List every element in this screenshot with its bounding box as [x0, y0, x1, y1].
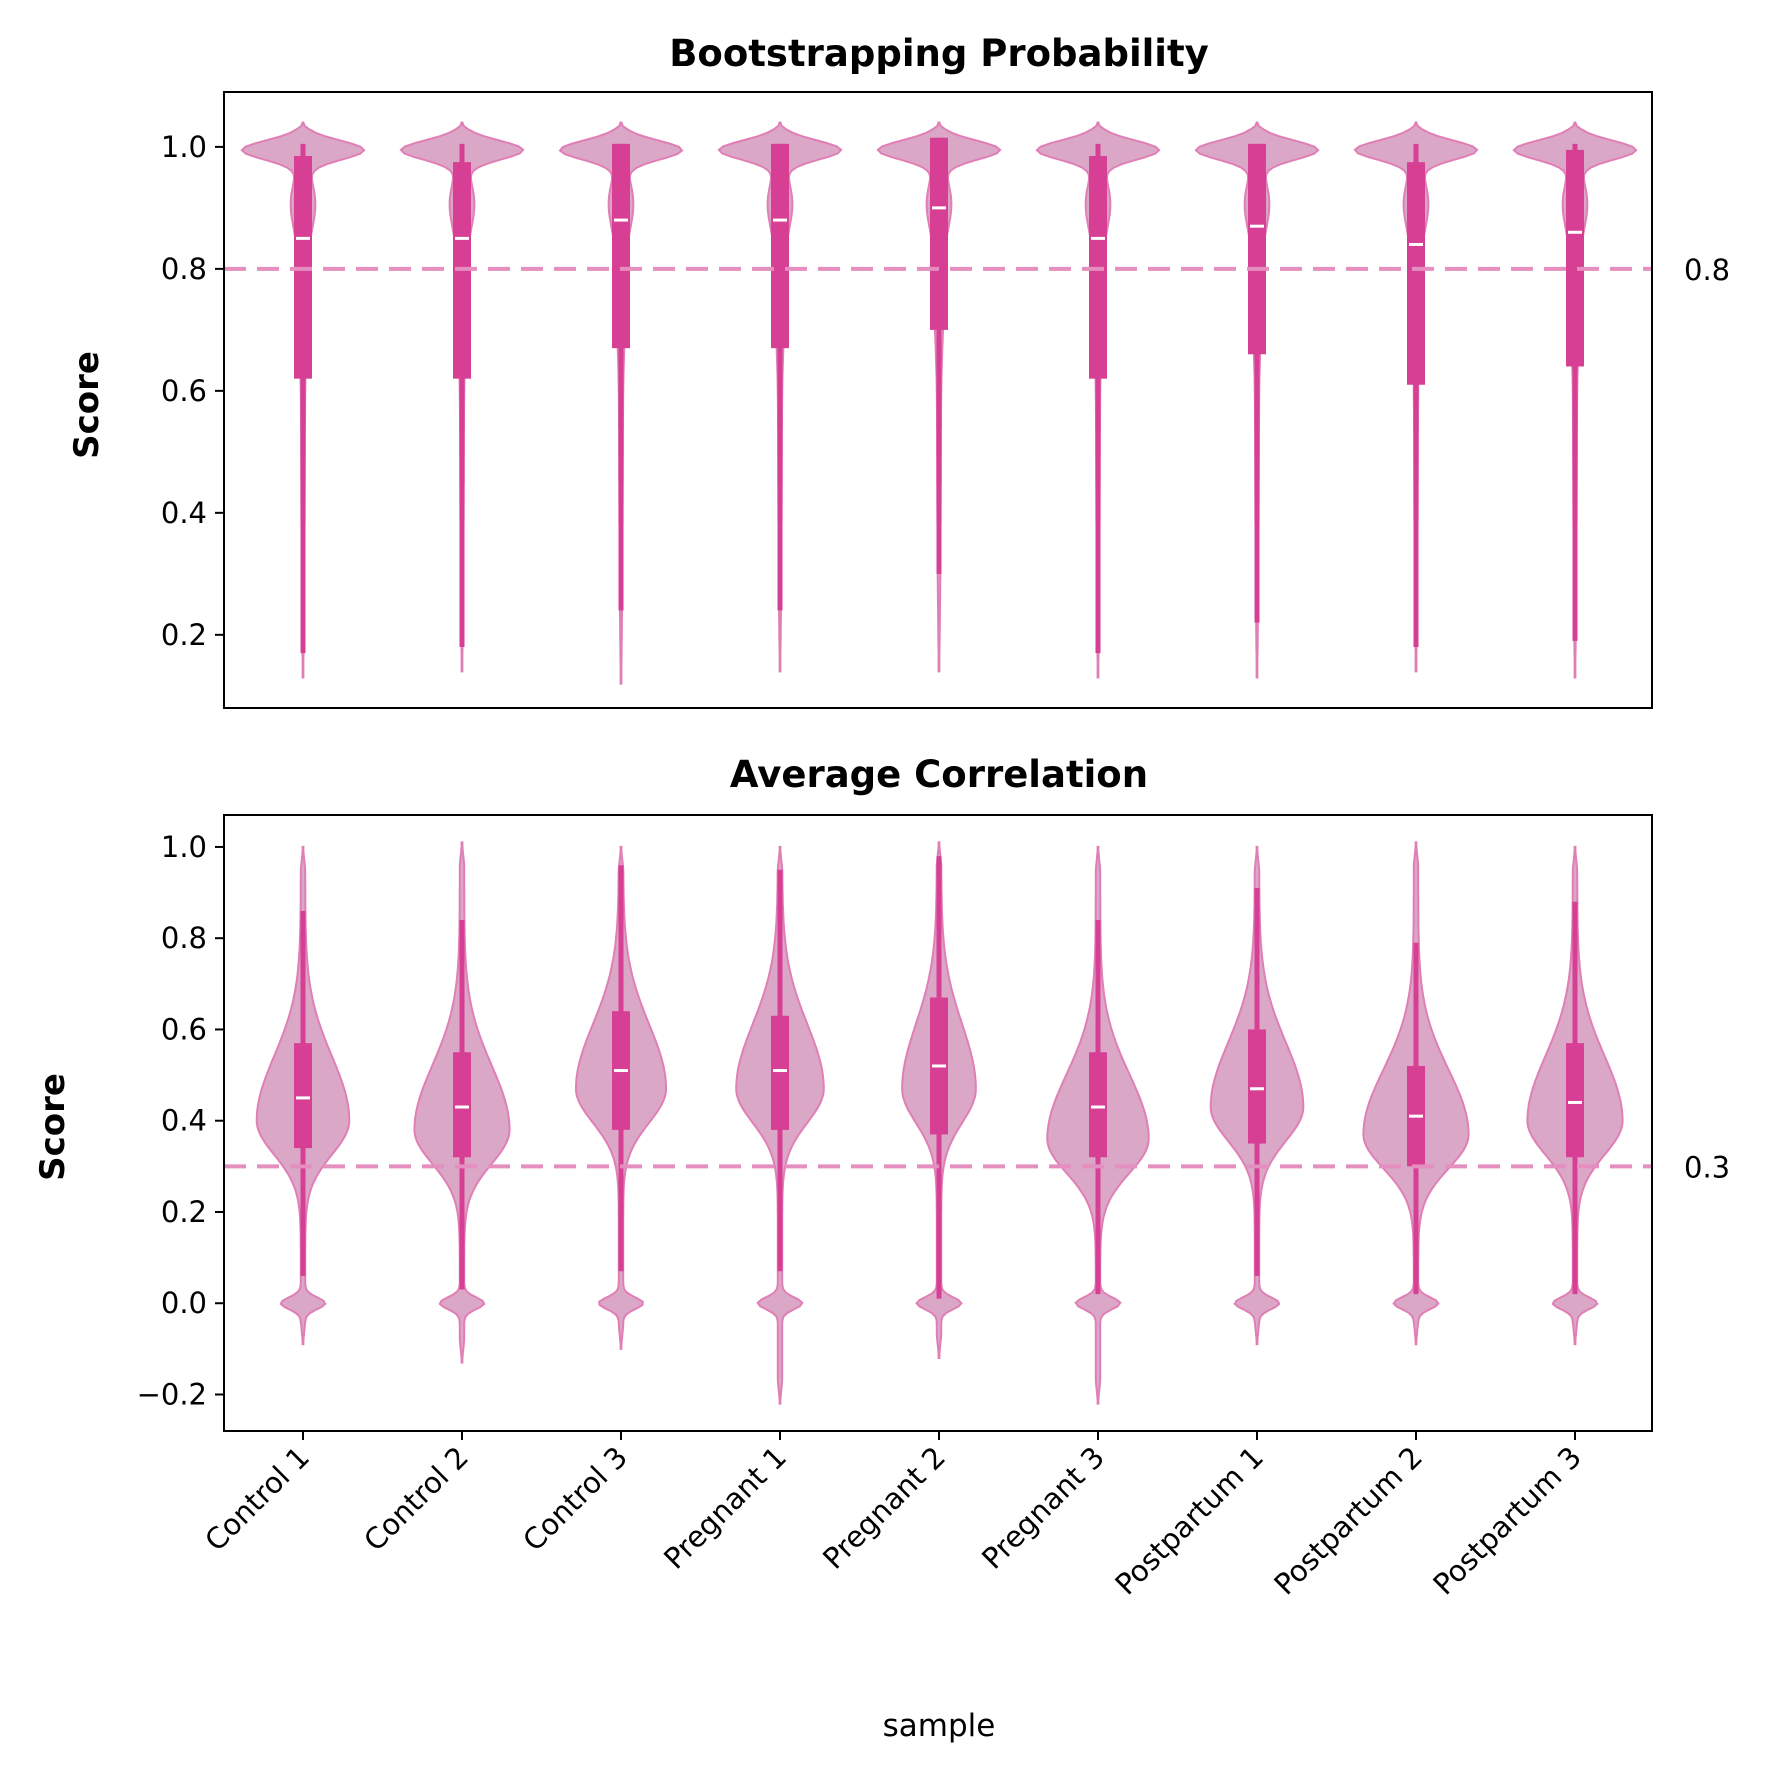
violin-9 [1512, 121, 1638, 679]
iqr-box [453, 1052, 471, 1158]
violin-5 [901, 841, 977, 1359]
y-tick-label: 0.0 [161, 1286, 207, 1320]
y-tick-label: 0.6 [161, 1012, 207, 1046]
y-tick-label: 0.4 [161, 496, 207, 530]
iqr-box [1566, 1043, 1584, 1158]
violin-1 [240, 121, 366, 679]
iqr-box [1089, 1052, 1107, 1158]
x-axis-label: sample [883, 1708, 996, 1744]
iqr-box [771, 143, 789, 349]
y-tick-label: −0.2 [137, 1377, 207, 1411]
violin-marks [224, 841, 1652, 1405]
y-tick-label: 0.8 [161, 921, 207, 955]
violin-8 [1362, 841, 1470, 1346]
x-tick-label: Postpartum 1 [1108, 1440, 1270, 1602]
violin-4 [735, 845, 825, 1405]
plot-frame [223, 91, 1653, 709]
y-axis-ticks: 0.2 0.4 0.6 0.8 1.0 [161, 130, 224, 652]
panel-title: Bootstrapping Probability [669, 32, 1209, 75]
x-tick-label: Control 2 [357, 1440, 475, 1558]
iqr-box [930, 137, 948, 330]
violin-1 [255, 845, 351, 1346]
iqr-box [771, 1015, 789, 1130]
x-tick-label: Postpartum 2 [1267, 1440, 1429, 1602]
violin-9 [1526, 845, 1624, 1346]
violin-7 [1194, 121, 1320, 679]
y-tick-label: 0.6 [161, 374, 207, 408]
violin-2 [399, 121, 525, 673]
y-axis-label: Score [33, 1073, 73, 1181]
violin-2 [413, 841, 511, 1364]
violin-3 [575, 845, 667, 1350]
x-tick-label: Control 3 [516, 1440, 634, 1558]
x-tick-label: Control 1 [198, 1440, 316, 1558]
x-tick-label: Postpartum 3 [1426, 1440, 1588, 1602]
violin-3 [558, 121, 684, 685]
violin-7 [1209, 845, 1305, 1346]
iqr-box [612, 143, 630, 349]
iqr-box [1407, 162, 1425, 385]
y-axis-ticks: −0.2 0.0 0.2 0.4 0.6 0.8 1.0 [137, 830, 224, 1411]
panel-average-correlation: Average Correlation −0.2 0.0 0.2 0.4 0.6 0.8 1… [33, 753, 1730, 1744]
y-tick-label: 0.8 [161, 252, 207, 286]
y-tick-label: 1.0 [161, 830, 207, 864]
violin-4 [717, 121, 843, 673]
violin-marks [224, 121, 1652, 685]
x-tick-label: Pregnant 1 [657, 1440, 793, 1576]
violin-6 [1035, 121, 1161, 679]
panel-title: Average Correlation [730, 753, 1148, 796]
y-tick-label: 0.2 [161, 618, 207, 652]
violin-8 [1353, 121, 1479, 673]
panel-bootstrapping-probability: Bootstrapping Probability 0.2 0.4 0.6 0.8 1.… [67, 32, 1730, 709]
iqr-box [1248, 1029, 1266, 1144]
x-axis-ticks: Control 1 Control 2 Control 3 Pregnant 1 Pre… [198, 1431, 1588, 1601]
iqr-box [294, 1043, 312, 1149]
violin-6 [1046, 845, 1150, 1405]
y-tick-label: 0.4 [161, 1104, 207, 1138]
y-axis-label: Score [67, 351, 107, 459]
plot-frame [223, 814, 1653, 1432]
y-tick-label: 0.2 [161, 1195, 207, 1229]
iqr-box [1566, 149, 1584, 367]
reference-line-label: 0.3 [1684, 1150, 1730, 1184]
x-tick-label: Pregnant 2 [816, 1440, 952, 1576]
iqr-box [1248, 143, 1266, 355]
y-tick-label: 1.0 [161, 130, 207, 164]
x-tick-label: Pregnant 3 [975, 1440, 1111, 1576]
violin-5 [876, 121, 1002, 673]
reference-line-label: 0.8 [1684, 253, 1730, 287]
